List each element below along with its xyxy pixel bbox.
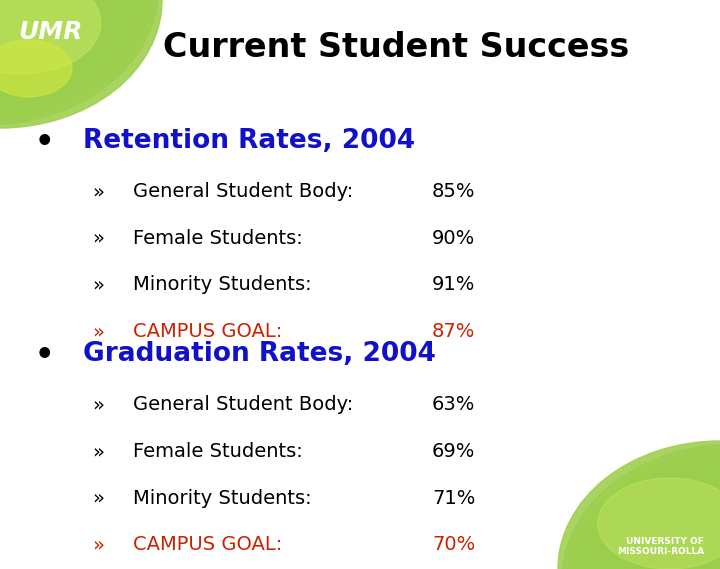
Text: General Student Body:: General Student Body: — [133, 395, 354, 414]
Text: Current Student Success: Current Student Success — [163, 31, 629, 64]
Ellipse shape — [576, 455, 720, 569]
Text: 87%: 87% — [432, 322, 475, 341]
Text: Graduation Rates, 2004: Graduation Rates, 2004 — [83, 341, 436, 368]
Text: 69%: 69% — [432, 442, 475, 461]
Text: Female Students:: Female Students: — [133, 229, 303, 248]
Text: »: » — [92, 322, 104, 341]
Text: Retention Rates, 2004: Retention Rates, 2004 — [83, 128, 415, 154]
Ellipse shape — [0, 0, 101, 74]
Ellipse shape — [0, 0, 148, 117]
Text: CAMPUS GOAL:: CAMPUS GOAL: — [133, 535, 282, 554]
Text: General Student Body:: General Student Body: — [133, 182, 354, 201]
Text: CAMPUS GOAL:: CAMPUS GOAL: — [133, 322, 282, 341]
Text: »: » — [92, 442, 104, 461]
Ellipse shape — [558, 441, 720, 569]
Text: UNIVERSITY OF
MISSOURI-ROLLA: UNIVERSITY OF MISSOURI-ROLLA — [617, 537, 704, 556]
Text: »: » — [92, 229, 104, 248]
Ellipse shape — [0, 0, 155, 122]
Text: Female Students:: Female Students: — [133, 442, 303, 461]
Text: 63%: 63% — [432, 395, 475, 414]
Text: UMR: UMR — [18, 20, 82, 44]
Text: 91%: 91% — [432, 275, 475, 294]
Text: »: » — [92, 275, 104, 294]
Text: 90%: 90% — [432, 229, 475, 248]
Ellipse shape — [562, 444, 720, 569]
Text: »: » — [92, 395, 104, 414]
Text: Minority Students:: Minority Students: — [133, 275, 312, 294]
Text: »: » — [92, 535, 104, 554]
Text: Minority Students:: Minority Students: — [133, 489, 312, 508]
Ellipse shape — [565, 447, 720, 569]
Text: •: • — [35, 341, 54, 370]
Ellipse shape — [598, 478, 720, 569]
Ellipse shape — [0, 0, 151, 119]
Ellipse shape — [0, 0, 144, 114]
Text: 85%: 85% — [432, 182, 475, 201]
Ellipse shape — [569, 450, 720, 569]
Ellipse shape — [0, 0, 162, 128]
Text: »: » — [92, 489, 104, 508]
Text: •: • — [35, 128, 54, 157]
Text: »: » — [92, 182, 104, 201]
Ellipse shape — [572, 452, 720, 569]
Text: 70%: 70% — [432, 535, 475, 554]
Ellipse shape — [0, 0, 158, 125]
Ellipse shape — [0, 40, 72, 97]
Text: 71%: 71% — [432, 489, 475, 508]
